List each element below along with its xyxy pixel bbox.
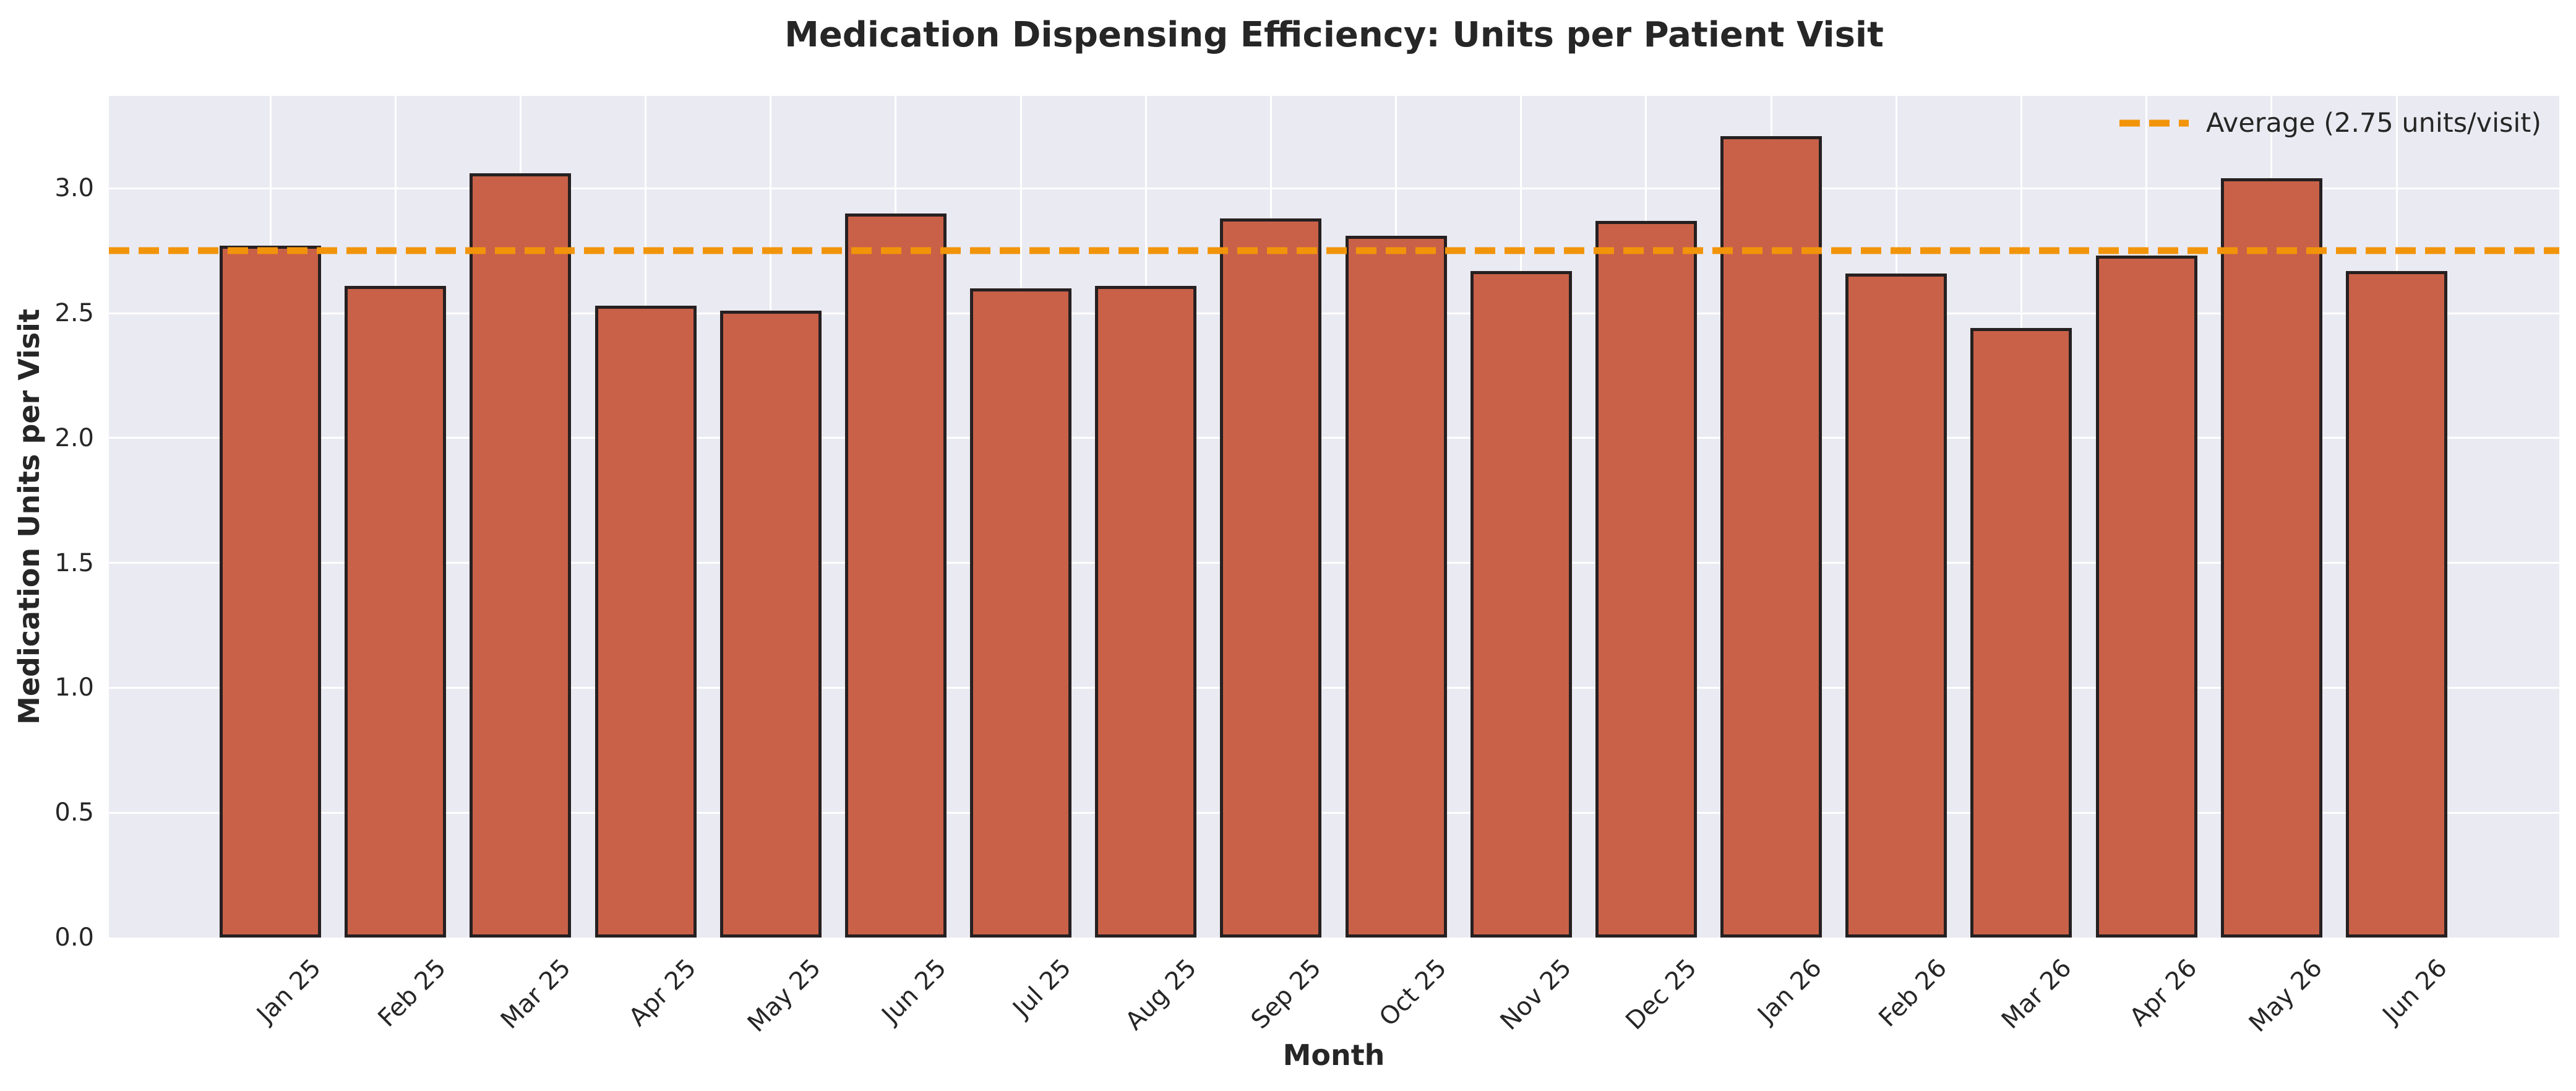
bar-may-25 — [719, 311, 822, 938]
gridline-h — [109, 562, 2559, 564]
y-tick-label: 1.0 — [54, 673, 94, 702]
bar-oct-25 — [1345, 236, 1447, 938]
y-tick-label: 3.0 — [54, 174, 94, 203]
bar-apr-25 — [595, 306, 697, 938]
y-tick-label: 0.0 — [54, 923, 94, 952]
y-tick-label: 2.0 — [54, 423, 94, 452]
bar-jan-26 — [1720, 136, 1823, 938]
bar-may-26 — [2220, 178, 2322, 938]
bar-apr-26 — [2095, 256, 2197, 938]
bar-jul-25 — [970, 288, 1072, 938]
bar-aug-25 — [1095, 285, 1197, 938]
gridline-h — [109, 437, 2559, 439]
bar-sep-25 — [1220, 218, 1322, 938]
bar-dec-25 — [1595, 220, 1697, 938]
x-axis-label: Month — [1282, 1038, 1385, 1072]
gridline-h — [109, 187, 2559, 189]
chart-title: Medication Dispensing Efficiency: Units … — [784, 15, 1884, 55]
average-line — [109, 247, 2559, 254]
legend: Average (2.75 units/visit) — [2119, 108, 2541, 139]
bar-nov-25 — [1470, 270, 1572, 938]
bar-mar-25 — [470, 173, 572, 938]
bar-jan-25 — [220, 246, 321, 938]
y-axis-label: Medication Units per Visit — [12, 309, 46, 725]
legend-label: Average (2.75 units/visit) — [2205, 108, 2541, 139]
y-tick-label: 1.5 — [54, 548, 94, 577]
bar-feb-25 — [345, 285, 447, 938]
plot-area — [109, 96, 2559, 938]
gridline-h — [109, 686, 2559, 689]
gridline-h — [109, 811, 2559, 814]
legend-dash-icon — [2119, 119, 2189, 127]
y-tick-label: 0.5 — [54, 798, 94, 827]
bar-jun-26 — [2346, 270, 2447, 938]
gridline-h — [109, 312, 2559, 314]
bar-feb-26 — [1845, 273, 1947, 938]
bar-jun-25 — [844, 213, 947, 938]
bar-mar-26 — [1970, 328, 2072, 938]
y-tick-label: 2.5 — [54, 299, 94, 328]
